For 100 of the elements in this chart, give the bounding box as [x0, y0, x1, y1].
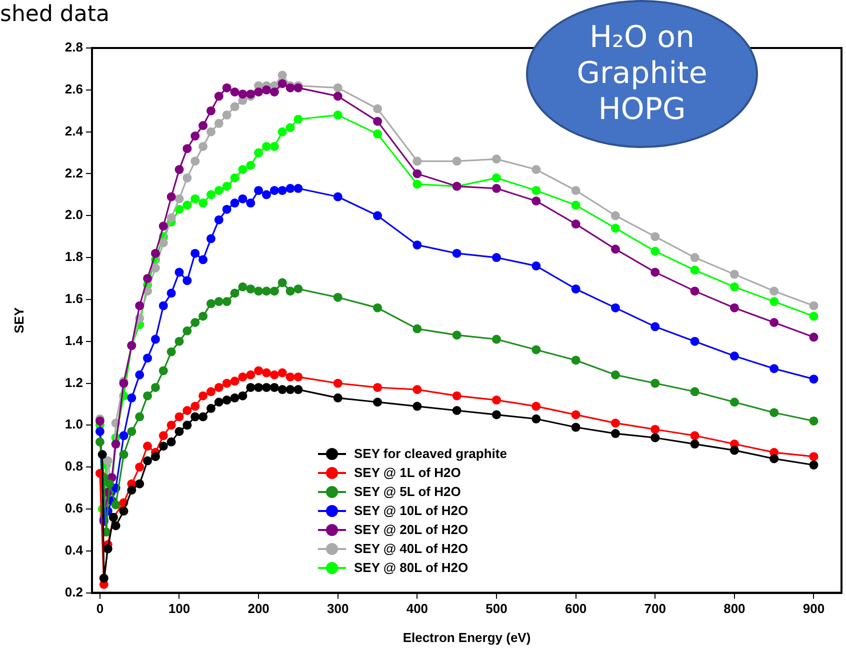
- point: [174, 412, 184, 422]
- point: [214, 118, 224, 128]
- x-tick-label: 100: [168, 601, 190, 616]
- point: [730, 352, 739, 361]
- point: [150, 334, 160, 344]
- point: [119, 450, 128, 460]
- point: [650, 268, 660, 277]
- point: [492, 410, 501, 420]
- point: [278, 186, 287, 195]
- point: [238, 391, 248, 400]
- point: [143, 442, 152, 451]
- point: [492, 154, 501, 164]
- point: [532, 402, 541, 411]
- point: [333, 83, 342, 92]
- y-tick-label: 2.6: [64, 81, 83, 96]
- point: [222, 182, 232, 191]
- point: [246, 198, 256, 208]
- point: [571, 200, 580, 210]
- point: [532, 345, 541, 354]
- point: [373, 211, 382, 220]
- point: [150, 452, 160, 462]
- point: [770, 454, 779, 464]
- point: [571, 422, 580, 432]
- point: [610, 224, 620, 233]
- point: [182, 420, 192, 430]
- point: [166, 192, 176, 202]
- point: [98, 450, 107, 460]
- point: [690, 387, 700, 396]
- point: [103, 544, 112, 554]
- point: [270, 186, 279, 195]
- point: [690, 286, 700, 296]
- y-tick-label: 0.4: [64, 542, 84, 558]
- y-tick-label: 1.2: [64, 374, 83, 390]
- point: [238, 194, 248, 204]
- point: [135, 462, 144, 472]
- point: [412, 180, 422, 189]
- point: [158, 222, 168, 231]
- point: [286, 286, 295, 296]
- point: [246, 382, 256, 392]
- point: [610, 418, 620, 428]
- point: [111, 500, 120, 510]
- x-tick-label: 800: [724, 601, 746, 616]
- point: [373, 398, 382, 407]
- point: [254, 186, 264, 195]
- point: [610, 303, 620, 312]
- point: [610, 211, 620, 220]
- point: [182, 200, 192, 210]
- point: [270, 88, 279, 97]
- point: [809, 416, 818, 426]
- x-tick-label: 900: [802, 601, 825, 616]
- point: [333, 192, 342, 202]
- point: [492, 396, 501, 405]
- point: [452, 248, 462, 258]
- point: [294, 385, 303, 394]
- point: [650, 424, 660, 434]
- point: [166, 213, 176, 222]
- point: [182, 144, 192, 154]
- point: [103, 456, 112, 466]
- point: [492, 184, 501, 193]
- point: [222, 378, 232, 388]
- point: [238, 282, 248, 292]
- point: [650, 246, 660, 256]
- y-tick-label: 0.6: [64, 500, 83, 516]
- point: [198, 121, 208, 130]
- point: [278, 278, 287, 288]
- point: [206, 190, 216, 200]
- point: [206, 234, 216, 244]
- point: [770, 297, 779, 306]
- y-tick-label: 2.4: [64, 123, 84, 138]
- legend-label: SEY @ 80L of H2O: [354, 559, 468, 577]
- point: [198, 142, 208, 151]
- point: [174, 204, 184, 214]
- legend-label: SEY @ 5L of H2O: [354, 483, 461, 501]
- point: [158, 301, 168, 310]
- point: [150, 248, 160, 258]
- point: [214, 92, 224, 101]
- point: [730, 270, 739, 279]
- point: [150, 382, 160, 392]
- x-tick-label: 400: [406, 601, 428, 616]
- point: [182, 276, 192, 286]
- y-tick-label: 2.0: [64, 207, 83, 222]
- point: [254, 148, 264, 158]
- point: [190, 412, 200, 422]
- point: [809, 312, 818, 321]
- point: [190, 248, 200, 258]
- point: [373, 104, 382, 114]
- point: [182, 326, 192, 336]
- point: [214, 382, 224, 392]
- point: [809, 301, 818, 310]
- point: [230, 102, 240, 112]
- point: [127, 393, 136, 402]
- point: [254, 382, 264, 392]
- point: [262, 382, 271, 392]
- point: [127, 486, 136, 495]
- legend-label: SEY @ 10L of H2O: [354, 502, 468, 520]
- point: [190, 156, 200, 166]
- point: [333, 110, 342, 120]
- point: [111, 440, 120, 449]
- annotation: H₂O on Graphite HOPG: [576, 20, 708, 128]
- point: [373, 303, 382, 312]
